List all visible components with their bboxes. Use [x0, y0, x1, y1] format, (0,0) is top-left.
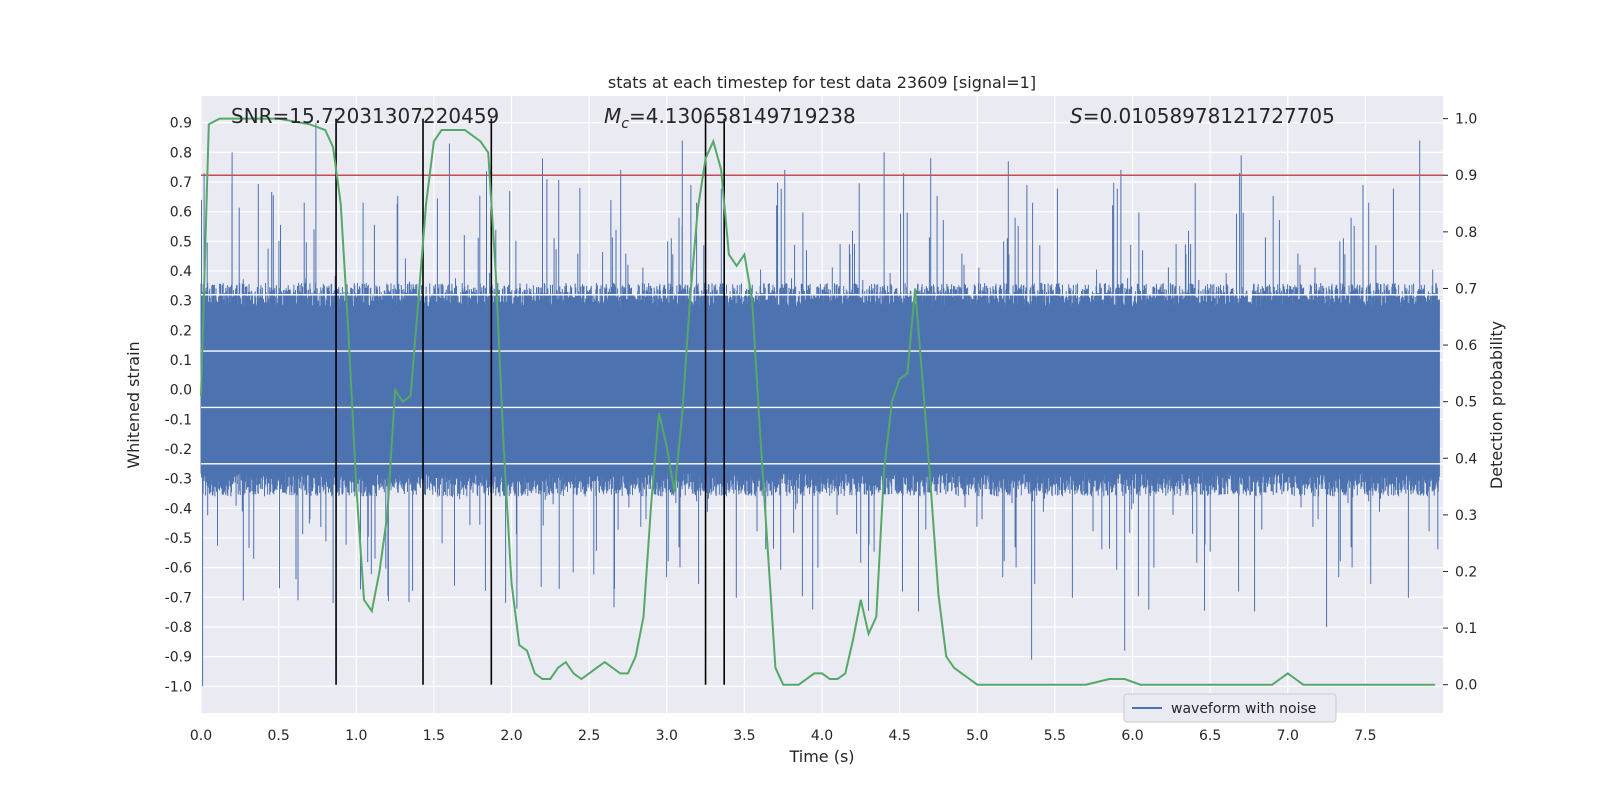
- x-tick-label: 6.5: [1199, 728, 1221, 744]
- snr-annotation: SNR=15.72031307220459: [231, 104, 499, 128]
- y-left-tick-label: 0.7: [170, 175, 192, 191]
- chirp-mass-annotation: Mc=4.130658149719238: [604, 104, 856, 132]
- x-tick-label: 6.0: [1121, 728, 1143, 744]
- x-tick-label: 4.0: [811, 728, 833, 744]
- y-left-tick-label: -0.3: [165, 472, 192, 488]
- y-right-tick-label: 0.3: [1455, 508, 1477, 524]
- chart-title: stats at each timestep for test data 236…: [608, 73, 1036, 92]
- y-left-tick-label: 0.5: [170, 234, 192, 250]
- y-right-tick-label: 0.4: [1455, 451, 1477, 467]
- x-tick-label: 1.5: [423, 728, 445, 744]
- x-tick-label: 2.0: [500, 728, 522, 744]
- y-left-axis-label: Whitened strain: [124, 341, 143, 468]
- x-tick-label: 5.5: [1044, 728, 1066, 744]
- s-symbol: S: [1070, 104, 1083, 128]
- s-value: =0.01058978121727705: [1083, 104, 1335, 128]
- y-right-axis-label: Detection probability: [1487, 321, 1506, 489]
- y-left-tick-label: -0.2: [165, 442, 192, 458]
- y-right-tick-label: 0.6: [1455, 338, 1477, 354]
- x-axis-ticks: 0.0 0.5 1.0 1.5 2.0 2.5 3.0 3.5 4.0 4.5 5.0 5.5 6.0 6…: [190, 728, 1377, 744]
- s-annotation: S=0.01058978121727705: [1070, 104, 1335, 128]
- y-right-tick-label: 0.9: [1455, 168, 1477, 184]
- y-right-tick-label: 0.1: [1455, 621, 1477, 637]
- x-tick-label: 4.5: [888, 728, 910, 744]
- y-left-tick-label: -0.9: [165, 650, 192, 666]
- x-tick-label: 7.0: [1277, 728, 1299, 744]
- y-right-tick-label: 0.2: [1455, 564, 1477, 580]
- y-right-tick-label: 0.7: [1455, 281, 1477, 297]
- y-left-tick-label: 0.9: [170, 116, 192, 132]
- y-right-tick-label: 0.5: [1455, 395, 1477, 411]
- chirp-mass-subscript: c: [621, 116, 629, 132]
- y-left-tick-label: 0.3: [170, 294, 192, 310]
- y-left-tick-label: 0.0: [170, 383, 192, 399]
- chirp-mass-symbol: M: [604, 104, 621, 128]
- y-right-tick-label: 0.0: [1455, 678, 1477, 694]
- x-tick-label: 0.5: [267, 728, 289, 744]
- detection-probability-line: [200, 117, 1436, 686]
- y-left-tick-label: -0.4: [165, 501, 192, 517]
- y-left-tick-label: -0.5: [165, 531, 192, 547]
- y-left-tick-label: 0.8: [170, 145, 192, 161]
- x-tick-label: 0.0: [190, 728, 212, 744]
- chirp-mass-value: =4.130658149719238: [629, 104, 856, 128]
- y-left-axis-ticks: -1.0 -0.9 -0.8 -0.7 -0.6 -0.5 -0.4 -0.3 -0.2 -0.1…: [165, 116, 192, 696]
- y-right-tick-label: 1.0: [1455, 112, 1477, 128]
- x-axis-label: Time (s): [788, 747, 854, 766]
- waveform-series: [200, 122, 1443, 687]
- y-left-tick-label: 0.1: [170, 353, 192, 369]
- y-left-tick-label: -0.1: [165, 412, 192, 428]
- x-tick-label: 2.5: [578, 728, 600, 744]
- x-tick-label: 5.0: [966, 728, 988, 744]
- y-left-tick-label: -0.7: [165, 590, 192, 606]
- x-tick-label: 3.5: [733, 728, 755, 744]
- y-left-tick-label: -0.8: [165, 620, 192, 636]
- y-right-tick-label: 0.8: [1455, 225, 1477, 241]
- y-left-tick-label: -1.0: [165, 679, 192, 695]
- y-left-tick-label: -0.6: [165, 561, 192, 577]
- y-left-tick-label: 0.2: [170, 323, 192, 339]
- legend: waveform with noise: [1123, 693, 1337, 723]
- x-tick-label: 7.5: [1354, 728, 1376, 744]
- y-left-tick-label: 0.4: [170, 264, 192, 280]
- y-right-axis-ticks: 0.0 0.1 0.2 0.3 0.4 0.5 0.6 0.7 0.8 0.9 1.0: [1443, 112, 1477, 694]
- legend-box: [1123, 693, 1337, 723]
- legend-label-waveform: waveform with noise: [1171, 701, 1316, 717]
- y-left-tick-label: 0.6: [170, 205, 192, 221]
- x-tick-label: 1.0: [345, 728, 367, 744]
- x-tick-label: 3.0: [656, 728, 678, 744]
